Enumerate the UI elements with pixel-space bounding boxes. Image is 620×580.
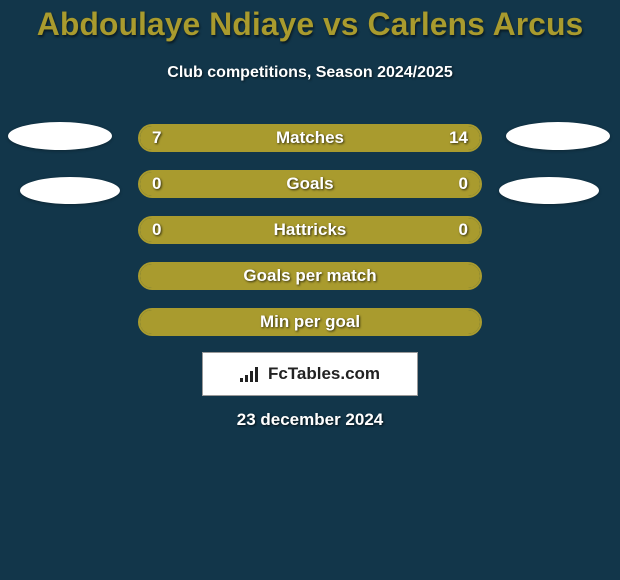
stat-label: Goals bbox=[140, 172, 480, 196]
stat-value-right: 0 bbox=[459, 172, 468, 196]
player-right-avatar-1 bbox=[506, 122, 610, 150]
stat-label: Min per goal bbox=[140, 310, 480, 334]
attribution-bars-icon bbox=[240, 366, 262, 382]
comparison-infographic: Abdoulaye Ndiaye vs Carlens Arcus Club c… bbox=[0, 0, 620, 580]
stat-label: Hattricks bbox=[140, 218, 480, 242]
stat-value-left: 7 bbox=[152, 126, 161, 150]
stat-row: Min per goal bbox=[138, 308, 482, 336]
player-right-avatar-2 bbox=[499, 177, 599, 204]
stat-value-right: 14 bbox=[449, 126, 468, 150]
stat-label: Goals per match bbox=[140, 264, 480, 288]
attribution-badge: FcTables.com bbox=[202, 352, 418, 396]
stat-row: Goals per match bbox=[138, 262, 482, 290]
stat-value-left: 0 bbox=[152, 218, 161, 242]
stat-value-left: 0 bbox=[152, 172, 161, 196]
subtitle: Club competitions, Season 2024/2025 bbox=[0, 64, 620, 82]
page-title: Abdoulaye Ndiaye vs Carlens Arcus bbox=[0, 6, 620, 43]
stat-label: Matches bbox=[140, 126, 480, 150]
stat-row: Matches7 14 bbox=[138, 124, 482, 152]
stat-row: Goals0 0 bbox=[138, 170, 482, 198]
player-left-avatar-1 bbox=[8, 122, 112, 150]
stat-value-right: 0 bbox=[459, 218, 468, 242]
stat-row: Hattricks0 0 bbox=[138, 216, 482, 244]
player-left-avatar-2 bbox=[20, 177, 120, 204]
date-text: 23 december 2024 bbox=[0, 410, 620, 430]
attribution-text: FcTables.com bbox=[268, 364, 380, 384]
